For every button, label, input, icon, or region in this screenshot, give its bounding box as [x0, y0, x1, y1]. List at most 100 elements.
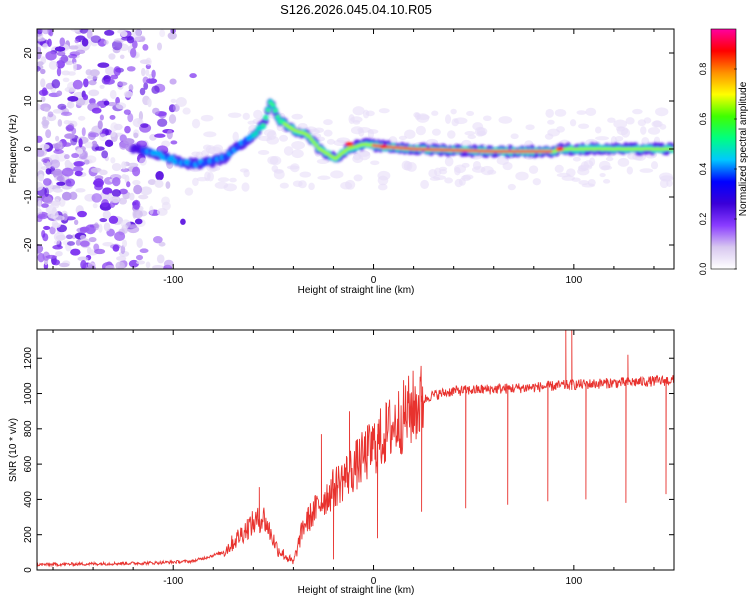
- noise-blob: [47, 210, 59, 219]
- haze-blob: [326, 138, 336, 145]
- noise-blob: [68, 45, 79, 50]
- haze-blob: [323, 119, 333, 126]
- track-core: [261, 123, 266, 127]
- track-core: [314, 143, 319, 147]
- noise-blob: [180, 218, 186, 225]
- haze-blob: [554, 164, 564, 173]
- noise-blob: [112, 176, 121, 187]
- noise-blob: [163, 259, 174, 268]
- noise-blob: [121, 36, 134, 41]
- track-core: [263, 116, 268, 120]
- haze-blob: [316, 158, 330, 165]
- noise-blob: [37, 135, 43, 143]
- noise-blob: [103, 78, 115, 85]
- noise-blob: [132, 179, 141, 186]
- haze-blob: [640, 126, 647, 135]
- noise-blob: [104, 29, 115, 36]
- noise-blob: [111, 197, 121, 203]
- noise-blob: [48, 60, 58, 70]
- noise-blob: [43, 225, 51, 230]
- noise-blob: [91, 140, 98, 147]
- haze-blob: [510, 133, 519, 140]
- haze-blob: [614, 136, 624, 142]
- haze-blob: [212, 144, 224, 153]
- noise-blob: [128, 224, 138, 229]
- noise-blob: [145, 261, 151, 269]
- noise-blob: [56, 181, 66, 186]
- haze-blob: [433, 175, 446, 181]
- noise-blob: [79, 235, 87, 240]
- y-tick-label: 0: [23, 567, 34, 573]
- noise-blob: [92, 203, 98, 209]
- colorbar-tick-label: 0.4: [698, 163, 708, 176]
- haze-blob: [655, 107, 669, 117]
- haze-blob: [632, 108, 643, 115]
- track-core: [309, 138, 314, 141]
- noise-blob: [64, 86, 77, 93]
- x-tick-label: 100: [565, 275, 582, 286]
- noise-blob: [154, 179, 164, 188]
- chart-title: S126.2026.045.04.10.R05: [280, 2, 432, 17]
- noise-blob: [37, 147, 48, 157]
- noise-blob: [63, 154, 70, 160]
- noise-blob: [133, 210, 143, 219]
- haze-blob: [445, 114, 452, 124]
- haze-blob: [547, 119, 555, 125]
- noise-blob: [108, 215, 119, 224]
- noise-blob: [127, 162, 139, 168]
- noise-blob: [104, 139, 114, 148]
- haze-blob: [330, 170, 344, 179]
- haze-blob: [444, 156, 454, 167]
- noise-blob: [110, 74, 119, 80]
- haze-blob: [223, 183, 237, 192]
- spectrogram-track: [129, 98, 674, 170]
- noise-blob: [56, 176, 64, 182]
- noise-blob: [71, 152, 80, 159]
- noise-blob: [103, 100, 110, 106]
- noise-blob: [83, 78, 89, 88]
- haze-blob: [472, 160, 482, 171]
- noise-blob: [99, 84, 105, 90]
- noise-blob: [111, 163, 122, 172]
- noise-blob: [52, 259, 61, 266]
- noise-blob: [184, 187, 194, 196]
- noise-blob: [132, 166, 141, 177]
- noise-blob: [54, 198, 60, 209]
- haze-blob: [279, 182, 289, 189]
- noise-blob: [55, 251, 63, 257]
- haze-blob: [283, 146, 294, 156]
- noise-blob: [103, 40, 109, 45]
- track-core: [311, 140, 317, 144]
- y-tick-label: 20: [23, 47, 34, 59]
- haze-blob: [650, 161, 659, 170]
- haze-blob: [556, 172, 571, 178]
- haze-blob: [599, 173, 606, 178]
- noise-blob: [139, 157, 147, 166]
- noise-blob: [113, 66, 121, 76]
- haze-blob: [453, 164, 467, 174]
- noise-blob: [110, 122, 118, 132]
- haze-blob: [333, 139, 348, 147]
- noise-blob: [47, 111, 54, 118]
- noise-blob: [77, 115, 86, 121]
- noise-blob: [70, 248, 81, 256]
- noise-blob: [89, 69, 100, 77]
- noise-blob: [37, 103, 41, 111]
- noise-blob: [39, 143, 50, 150]
- haze-blob: [269, 155, 282, 166]
- track-core: [306, 135, 312, 138]
- noise-blob: [37, 213, 46, 218]
- haze-blob: [403, 161, 413, 171]
- noise-blob: [65, 178, 76, 187]
- haze-blob: [241, 182, 250, 192]
- noise-blob: [79, 240, 90, 247]
- noise-blob: [72, 61, 77, 72]
- x-tick-label: 0: [371, 275, 377, 286]
- y-tick-label: 1200: [23, 347, 34, 370]
- haze-blob: [578, 123, 590, 129]
- noise-blob: [61, 167, 74, 177]
- noise-blob: [145, 57, 152, 66]
- haze-blob: [377, 183, 388, 191]
- noise-blob: [139, 248, 149, 253]
